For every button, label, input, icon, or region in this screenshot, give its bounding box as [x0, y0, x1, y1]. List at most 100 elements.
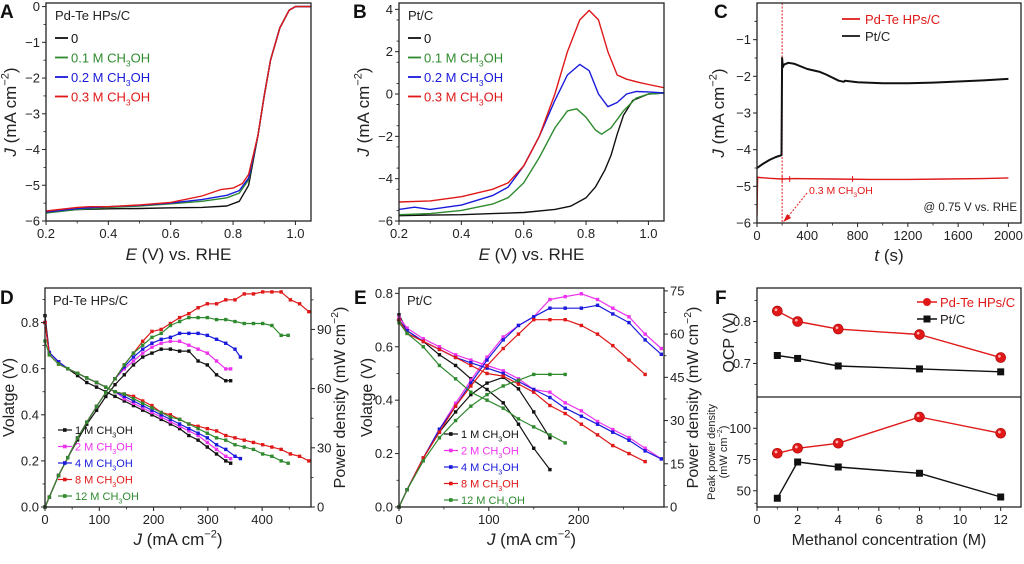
power-point	[501, 335, 505, 339]
legend-label: 0.2 M CH3OH	[71, 70, 150, 88]
x-tick-label: 2	[794, 512, 801, 527]
top-series-point	[914, 329, 925, 340]
y-tick-label: −4	[25, 142, 40, 157]
voltage-point	[469, 363, 473, 368]
legend-label: 12 M CH3OH	[75, 491, 139, 505]
power-point	[421, 459, 425, 463]
power-point	[187, 349, 191, 353]
legend-marker	[63, 444, 67, 449]
y-tick-label: 0.2	[375, 446, 393, 461]
y-tick-label: 100	[729, 421, 751, 436]
voltage-point	[122, 392, 126, 396]
voltage-point	[187, 429, 191, 433]
power-point	[75, 438, 80, 442]
x-tick-label: 0	[753, 228, 760, 243]
top-series-point-highlight	[997, 354, 1001, 358]
power-point	[168, 335, 173, 340]
bottom-series-point	[914, 411, 925, 423]
y2-axis-label: Power density (mW cm−2)	[683, 307, 702, 489]
power-point	[131, 359, 136, 363]
voltage-point	[532, 446, 536, 450]
power-point	[141, 343, 145, 347]
panel-label: E	[354, 288, 367, 309]
series-line-2	[46, 5, 311, 213]
power-point	[224, 298, 228, 302]
power-point	[187, 331, 191, 336]
voltage-point	[563, 401, 567, 405]
top-series-point	[997, 368, 1005, 376]
voltage-point	[453, 377, 458, 381]
x-tick-label: 200	[143, 512, 165, 527]
x-tick-label: 400	[251, 512, 273, 527]
voltage-point	[196, 433, 200, 438]
power-point	[307, 309, 311, 314]
voltage-point	[196, 431, 200, 435]
x-tick-label: 400	[796, 228, 818, 243]
voltage-point	[224, 454, 228, 458]
power-point	[141, 347, 145, 351]
power-point	[485, 392, 489, 397]
power-point	[56, 473, 61, 478]
panel-label: A	[0, 2, 14, 23]
legend-marker	[923, 315, 931, 323]
series-line-2	[399, 63, 664, 211]
power-point	[251, 321, 256, 326]
power-point	[150, 335, 154, 340]
y-tick-label: 0.6	[375, 339, 393, 354]
x-tick-label: 2000	[994, 228, 1023, 243]
panel-title: Pt/C	[408, 8, 433, 23]
panel-label: F	[715, 288, 727, 309]
y-tick-label: 15	[670, 456, 684, 471]
voltage-point	[177, 417, 182, 422]
power-point	[270, 323, 274, 328]
power-point	[242, 321, 246, 326]
power-point	[611, 343, 615, 348]
panel-C: C 0 400 800 1200 1600 2000 −1 −2 −3 −4 −5 −6 Pd-Te HP…	[707, 2, 1023, 265]
voltage-point	[94, 380, 99, 385]
voltage-point	[421, 345, 425, 349]
legend-marker	[63, 494, 67, 498]
power-point	[279, 333, 283, 338]
y-tick-label: 0.0	[375, 500, 393, 515]
power-point	[453, 418, 458, 423]
voltage-point	[150, 408, 154, 412]
y-tick-label: 0	[386, 87, 393, 102]
power-line-4	[398, 373, 566, 508]
legend-label: 0.3 M CH3OH	[71, 90, 150, 108]
power-point	[611, 306, 615, 310]
voltage-point	[548, 390, 552, 394]
power-point	[405, 488, 409, 492]
x-tick-label: 0.6	[162, 226, 180, 241]
power-point	[579, 323, 584, 328]
panel-D: D 0 100 200 300 400 0.0 0.2 0.4 0.6 0.8 0 30 60 90 Pd-T…	[0, 287, 349, 549]
power-point	[286, 333, 290, 338]
voltage-point	[141, 401, 145, 405]
x-tick-label: 800	[847, 228, 869, 243]
voltage-point	[233, 443, 237, 447]
power-point	[224, 379, 228, 383]
bottom-y-axis-label: Peak power density	[706, 404, 718, 500]
series-line-1	[46, 5, 311, 214]
voltage-point	[205, 436, 210, 440]
bottom-series-point-highlight	[835, 440, 839, 444]
voltage-point	[611, 430, 615, 434]
voltage-point	[485, 387, 489, 392]
voltage-point	[94, 385, 99, 389]
power-point	[485, 355, 489, 359]
voltage-point	[205, 431, 210, 435]
legend-marker	[449, 481, 453, 486]
series-group	[399, 9, 664, 217]
voltage-point	[228, 461, 233, 465]
voltage-point	[627, 435, 631, 440]
condition-label: @ 0.75 V vs. RHE	[924, 202, 1018, 214]
power-point	[122, 367, 126, 371]
voltage-point	[279, 459, 283, 463]
power-point	[260, 290, 265, 294]
y-tick-label: −4	[736, 142, 751, 157]
voltage-point	[579, 409, 584, 413]
y-tick-label: −2	[25, 71, 40, 86]
x-axis-label: Methanol concentration (M)	[792, 532, 987, 549]
voltage-point	[131, 401, 136, 405]
power-point	[469, 384, 473, 388]
legend-label: 0.1 M CH3OH	[424, 51, 503, 69]
